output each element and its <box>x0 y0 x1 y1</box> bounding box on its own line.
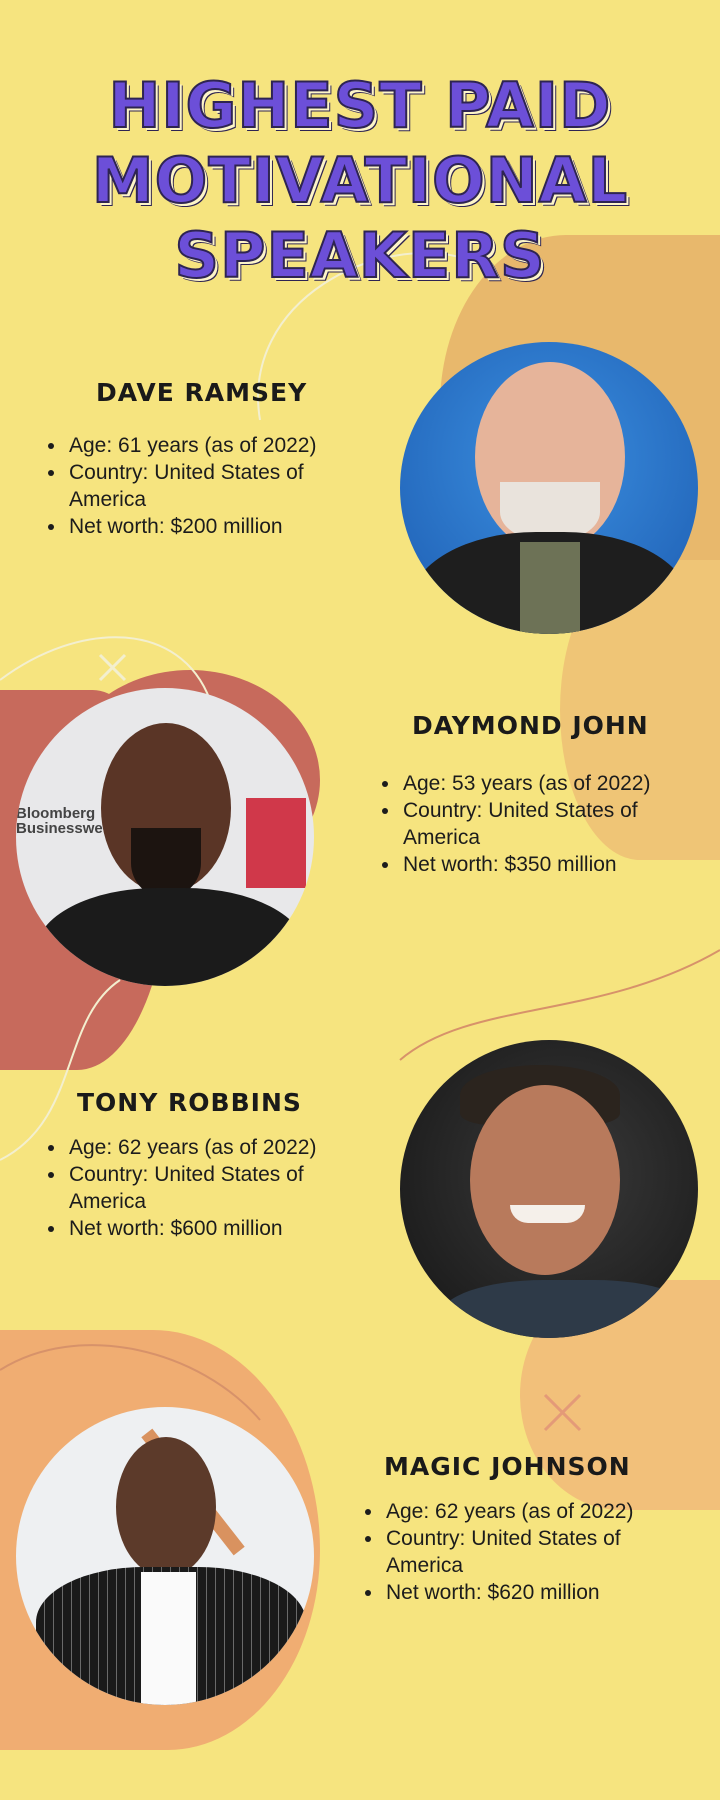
fact-age: Age: 61 years (as of 2022) <box>67 432 367 459</box>
title-line-2: MOTIVATIONAL <box>91 143 629 218</box>
speaker-name-dave-ramsey: DAVE RAMSEY <box>96 378 308 407</box>
fact-age: Age: 53 years (as of 2022) <box>401 770 701 797</box>
photo-dave-ramsey <box>400 342 698 634</box>
shirt-shape <box>440 1280 698 1338</box>
fact-country: Country: United States of America <box>67 459 367 513</box>
title-line-3: SPEAKERS <box>173 218 546 293</box>
deco-curve <box>0 636 211 701</box>
speaker-name-daymond-john: DAYMOND JOHN <box>412 711 649 740</box>
fact-net-worth: Net worth: $350 million <box>401 851 701 878</box>
speaker-name-tony-robbins: TONY ROBBINS <box>77 1088 302 1117</box>
fact-age: Age: 62 years (as of 2022) <box>384 1498 684 1525</box>
page-title: HIGHEST PAID MOTIVATIONAL SPEAKERS <box>0 68 720 293</box>
cross-icon <box>543 1393 582 1432</box>
shirt-shape <box>141 1572 196 1705</box>
fact-country: Country: United States of America <box>384 1525 684 1579</box>
deco-curve <box>0 1344 261 1421</box>
fact-age: Age: 62 years (as of 2022) <box>67 1134 367 1161</box>
title-line-1: HIGHEST PAID <box>108 68 612 143</box>
photo-magic-johnson <box>16 1407 314 1705</box>
fact-country: Country: United States of America <box>401 797 701 851</box>
photo-backdrop-text: Bloomberg Businessweek <box>16 805 120 837</box>
speaker-facts: Age: 61 years (as of 2022) Country: Unit… <box>45 432 367 540</box>
face-shape <box>470 1085 620 1275</box>
fact-net-worth: Net worth: $600 million <box>67 1215 367 1242</box>
cross-icon <box>98 653 127 682</box>
photo-daymond-john: Bloomberg Businessweek <box>16 688 314 986</box>
deco-curve <box>0 979 121 1161</box>
smile-shape <box>510 1205 585 1223</box>
shirt-shape <box>520 542 580 634</box>
deco-curve <box>399 949 720 1061</box>
fact-net-worth: Net worth: $200 million <box>67 513 367 540</box>
backdrop-logo <box>246 798 306 888</box>
jacket-shape <box>36 888 306 986</box>
deco-curve <box>257 252 471 421</box>
speaker-facts: Age: 62 years (as of 2022) Country: Unit… <box>362 1498 684 1606</box>
photo-tony-robbins <box>400 1040 698 1338</box>
speaker-facts: Age: 53 years (as of 2022) Country: Unit… <box>379 770 701 878</box>
speaker-facts: Age: 62 years (as of 2022) Country: Unit… <box>45 1134 367 1242</box>
speaker-name-magic-johnson: MAGIC JOHNSON <box>384 1452 631 1481</box>
face-shape <box>116 1437 216 1577</box>
beard-shape <box>131 828 201 898</box>
fact-country: Country: United States of America <box>67 1161 367 1215</box>
fact-net-worth: Net worth: $620 million <box>384 1579 684 1606</box>
